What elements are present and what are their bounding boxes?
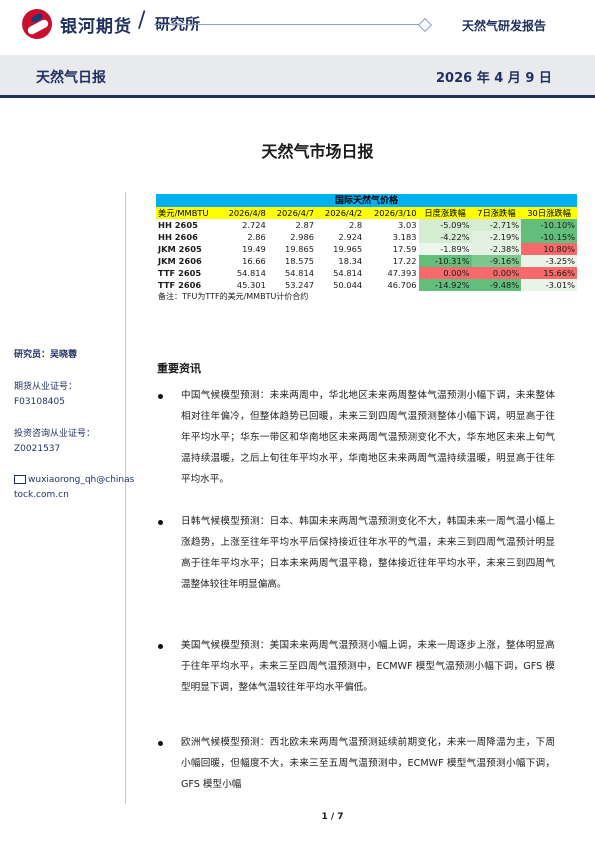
row-contract: JKM 2606 [158, 256, 202, 266]
table-row: HH 2606 2.86 2.986 2.924 3.183 -4.22% -2.19% -1… [156, 231, 577, 243]
diamond-icon [417, 17, 433, 33]
row-contract: TTF 2606 [158, 280, 202, 290]
price-cell: 54.814 [236, 268, 266, 278]
news-paragraph: 中国气候模型预测：未来两周中，华北地区未来两周整体气温预测小幅下调，未来整体相对… [181, 390, 555, 485]
report-type: 天然气研发报告 [462, 19, 547, 33]
bullet-icon [158, 394, 163, 399]
table-header-cell: 2026/4/2 [316, 207, 365, 219]
row-contract: HH 2605 [158, 220, 198, 230]
change-cell: -2.38% [471, 243, 522, 255]
change-cell: -3.01% [521, 279, 577, 291]
bullet-icon [158, 644, 163, 649]
table-row: TTF 2605 54.814 54.814 54.814 47.393 0.00% 0.0… [156, 267, 577, 279]
price-cell: 17.22 [392, 256, 417, 266]
price-cell: 47.393 [387, 268, 417, 278]
change-cell: -4.22% [418, 231, 472, 243]
table-header-cell: 2026/4/8 [219, 207, 268, 219]
price-cell: 19.49 [242, 244, 266, 254]
price-cell: 2.724 [242, 220, 266, 230]
price-cell: 17.59 [392, 244, 417, 254]
price-cell: 54.814 [284, 268, 315, 278]
price-cell: 19.865 [284, 244, 315, 254]
change-cell: 10.80% [521, 243, 577, 255]
change-cell: 15.66% [521, 267, 577, 279]
invest-cert-label: 投资咨询从业证号： [14, 429, 96, 439]
price-cell: 46.706 [387, 280, 417, 290]
page-number: 1 / 7 [321, 812, 344, 822]
price-cell: 3.183 [392, 232, 417, 242]
table-header-cell: 7日涨跌幅 [471, 207, 522, 219]
change-cell: -5.09% [418, 219, 472, 231]
table-row: JKM 2606 16.66 18.575 18.34 17.22 -10.31% -9.1… [156, 255, 577, 267]
price-cell: 2.986 [290, 232, 315, 242]
change-cell: -2.71% [471, 219, 522, 231]
table-header-cell: 2026/4/7 [267, 207, 317, 219]
price-cell: 18.34 [338, 256, 363, 266]
price-cell: 50.044 [333, 280, 363, 290]
report-date: 2026 年 4 月 9 日 [436, 71, 552, 86]
table-row: TTF 2606 45.301 53.247 50.044 46.706 -14.92% -… [156, 279, 577, 291]
table-row: HH 2605 2.724 2.87 2.8 3.03 -5.09% -2.71% -10.1… [156, 219, 577, 231]
gas-price-table: 国际天然气价格 美元/MMBTU 2026/4/8 2026/4/7 2026/4/2… [156, 194, 577, 303]
news-paragraph: 日韩气候模型预测：日本、韩国未来两周气温预测变化不大，韩国未来一周气温小幅上涨趋… [181, 516, 555, 590]
price-cell: 19.965 [333, 244, 363, 254]
email-link[interactable]: wuxiaorong_qh@chinas [14, 473, 134, 487]
price-cell: 2.87 [295, 220, 315, 230]
page-title: 天然气市场日报 [261, 142, 374, 161]
price-cell: 2.86 [247, 232, 266, 242]
price-cell: 54.814 [333, 268, 363, 278]
price-cell: 53.247 [284, 280, 315, 290]
brand-divider: / [138, 8, 146, 33]
column-divider [125, 192, 126, 804]
change-cell: 0.00% [418, 267, 472, 279]
row-contract: HH 2606 [158, 232, 198, 242]
analyst-name: 研究员：吴晓蓉 [14, 350, 78, 360]
row-contract: TTF 2605 [158, 268, 202, 278]
price-cell: 16.66 [242, 256, 266, 266]
price-cell: 2.924 [338, 232, 363, 242]
table-row: JKM 2605 19.49 19.865 19.965 17.59 -1.89% -2.3… [156, 243, 577, 255]
price-cell: 3.03 [398, 220, 417, 230]
price-cell: 18.575 [284, 256, 315, 266]
band-title: 天然气日报 [36, 70, 106, 86]
change-cell: -10.31% [418, 255, 472, 267]
bullet-icon [158, 741, 163, 746]
title-band [0, 55, 595, 95]
table-header-cell: 2026/3/10 [364, 207, 419, 219]
change-cell: -14.92% [418, 279, 472, 291]
title-band-rule [0, 95, 595, 98]
email-link-continued[interactable]: tock.com.cn [14, 490, 69, 500]
price-cell: 45.301 [236, 280, 266, 290]
table-header-cell: 日度涨跌幅 [418, 207, 472, 219]
brand-name: 银河期货 [60, 17, 132, 37]
change-cell: -10.10% [521, 219, 577, 231]
table-header-row: 美元/MMBTU 2026/4/8 2026/4/7 2026/4/2 2026/3/1… [156, 207, 577, 219]
table-header-cell: 美元/MMBTU [156, 207, 220, 219]
cert-label: 期货从业证号： [14, 382, 78, 392]
table-note: 备注：TFU为TTF的美元/MMBTU计价合约 [158, 292, 309, 301]
invest-cert-number: Z0021537 [14, 444, 61, 454]
section-title: 重要资讯 [157, 362, 201, 375]
table-header-cell: 30日涨跌幅 [521, 207, 577, 219]
table-note-row: 备注：TFU为TTF的美元/MMBTU计价合约 [156, 291, 577, 303]
bullet-icon [158, 520, 163, 525]
table-caption: 国际天然气价格 [156, 194, 577, 207]
change-cell: -9.48% [471, 279, 522, 291]
change-cell: -2.19% [471, 231, 522, 243]
news-paragraph: 欧洲气候模型预测：西北欧未来两周气温预测延续前期变化，未来一周降温为主，下周小幅… [181, 737, 555, 790]
news-paragraph: 美国气候模型预测：美国未来两周气温预测小幅上调，未来一周逐步上涨，整体明显高于往… [181, 640, 555, 693]
change-cell: -1.89% [418, 243, 472, 255]
header-rule [154, 24, 424, 25]
change-cell: -9.16% [471, 255, 522, 267]
change-cell: -10.15% [521, 231, 577, 243]
galaxy-logo-icon [22, 9, 52, 39]
row-contract: JKM 2605 [158, 244, 202, 254]
change-cell: 0.00% [471, 267, 522, 279]
change-cell: -3.25% [521, 255, 577, 267]
mail-icon [14, 475, 26, 484]
price-cell: 2.8 [348, 220, 363, 230]
cert-number: F03108405 [14, 397, 65, 407]
